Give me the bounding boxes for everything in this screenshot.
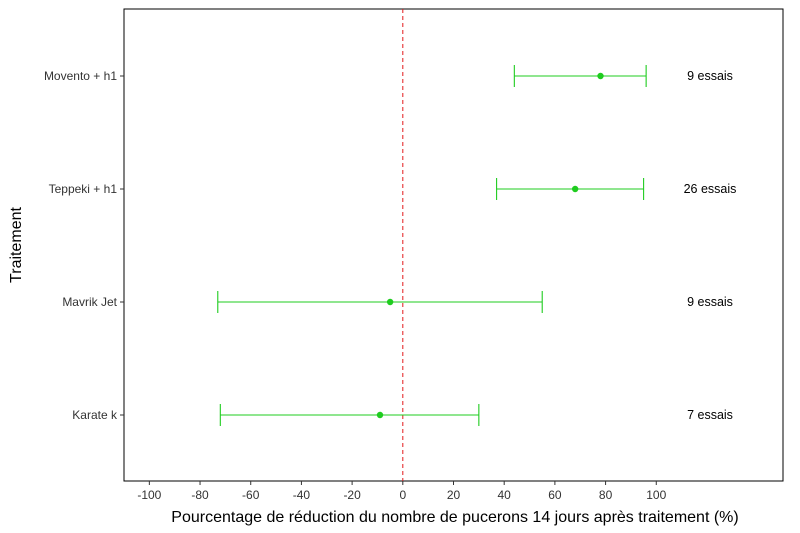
x-axis-ticks: -100 -80 -60 -40 -20 0 20 40 60 80 100 bbox=[137, 481, 667, 502]
y-tick-label: Mavrik Jet bbox=[62, 295, 117, 309]
trial-count-label: 7 essais bbox=[687, 408, 733, 422]
x-tick-label: -60 bbox=[242, 488, 260, 502]
plot-panel bbox=[123, 8, 784, 482]
x-tick-label: -20 bbox=[343, 488, 361, 502]
point-estimate bbox=[571, 185, 579, 193]
estimate-row: 9 essais bbox=[217, 291, 733, 313]
x-tick-label: 60 bbox=[548, 488, 562, 502]
estimate-row: 9 essais bbox=[513, 65, 733, 87]
x-tick-label: -100 bbox=[137, 488, 161, 502]
trial-count-label: 9 essais bbox=[687, 69, 733, 83]
y-axis-title: Traitement bbox=[8, 207, 25, 283]
estimate-row: 26 essais bbox=[496, 178, 737, 200]
x-tick-label: -80 bbox=[191, 488, 209, 502]
trial-count-label: 9 essais bbox=[687, 295, 733, 309]
y-tick-label: Movento + h1 bbox=[44, 69, 117, 83]
x-tick-label: 80 bbox=[599, 488, 613, 502]
y-axis-ticks: Movento + h1 Teppeki + h1 Mavrik Jet Karate… bbox=[44, 69, 124, 422]
estimate-rows: 9 essais 26 essais 9 essais 7 essais bbox=[217, 65, 737, 426]
y-tick-label: Teppeki + h1 bbox=[49, 182, 118, 196]
x-tick-label: 100 bbox=[646, 488, 666, 502]
x-tick-label: 20 bbox=[447, 488, 461, 502]
x-tick-label: -40 bbox=[293, 488, 311, 502]
point-estimate bbox=[386, 298, 394, 306]
x-axis-title: Pourcentage de réduction du nombre de pu… bbox=[171, 509, 738, 526]
trial-count-label: 26 essais bbox=[684, 182, 737, 196]
point-estimate bbox=[376, 411, 384, 419]
x-tick-label: 0 bbox=[399, 488, 406, 502]
y-tick-label: Karate k bbox=[72, 408, 118, 422]
x-tick-label: 40 bbox=[498, 488, 512, 502]
estimate-row: 7 essais bbox=[219, 404, 733, 426]
point-estimate bbox=[597, 72, 604, 80]
